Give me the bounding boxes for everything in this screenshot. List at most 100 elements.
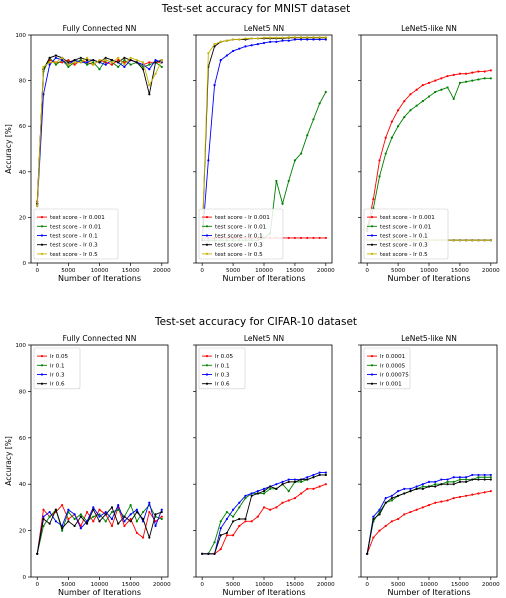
data-point xyxy=(129,520,132,523)
data-point xyxy=(384,497,387,500)
data-point xyxy=(42,517,45,521)
legend-marker xyxy=(370,243,374,246)
data-point xyxy=(446,480,449,483)
data-point xyxy=(225,534,229,537)
series-line xyxy=(36,56,163,208)
data-point xyxy=(409,487,412,490)
data-point xyxy=(85,58,89,62)
data-point xyxy=(92,508,95,511)
legend-label: lr 0.05 xyxy=(215,354,234,360)
data-point xyxy=(477,78,480,81)
data-point xyxy=(110,517,114,521)
x-tick-label: 5000 xyxy=(226,582,241,588)
data-point xyxy=(440,77,443,80)
data-point xyxy=(256,37,259,40)
data-point xyxy=(287,499,290,502)
data-point xyxy=(238,524,241,528)
data-point xyxy=(287,490,290,493)
data-point xyxy=(415,88,418,91)
legend-label: lr 0.6 xyxy=(50,382,65,388)
data-point xyxy=(92,63,95,66)
legend-label: test score - lr 0.01 xyxy=(380,224,432,230)
data-point xyxy=(213,552,216,555)
data-point xyxy=(464,478,468,481)
legend-label: lr 0.001 xyxy=(380,382,402,388)
data-point xyxy=(98,68,101,71)
data-point xyxy=(446,86,449,89)
data-point xyxy=(48,510,51,514)
data-point xyxy=(104,56,107,59)
data-point xyxy=(148,84,151,87)
figure-title-mnist: Test-set accuracy for MNIST dataset xyxy=(161,3,350,15)
legend-label: lr 0.1 xyxy=(215,363,230,369)
data-point xyxy=(231,534,235,537)
data-point xyxy=(85,56,89,59)
data-point xyxy=(421,506,424,509)
data-point xyxy=(483,239,486,242)
series-line xyxy=(366,69,492,230)
y-tick-label: 60 xyxy=(19,436,27,442)
legend-label: lr 0.6 xyxy=(215,382,230,388)
data-point xyxy=(275,483,278,486)
data-point xyxy=(312,36,315,39)
data-point xyxy=(318,485,321,488)
data-point xyxy=(477,478,480,481)
data-point xyxy=(440,483,443,486)
data-point xyxy=(324,236,327,240)
data-point xyxy=(61,58,64,62)
x-tick-label: 5000 xyxy=(391,268,406,274)
data-point xyxy=(306,478,309,481)
series-line xyxy=(201,38,327,242)
x-axis-label: Number of Iterations xyxy=(58,588,141,597)
data-point xyxy=(318,473,321,477)
data-point xyxy=(477,70,480,73)
data-point xyxy=(396,490,400,493)
data-point xyxy=(160,517,163,521)
data-point xyxy=(104,63,107,66)
data-point xyxy=(471,493,474,496)
y-axis-label: Accuracy [%] xyxy=(4,436,13,486)
data-point xyxy=(98,515,101,518)
data-point xyxy=(67,61,70,64)
data-point xyxy=(477,476,480,479)
data-point xyxy=(403,492,406,495)
data-point xyxy=(160,515,163,518)
data-point xyxy=(464,239,468,242)
chart-panel: LeNet5-like NN 0 5000 10000 15000 20000 Number… xyxy=(358,334,500,597)
data-point xyxy=(231,38,235,41)
legend-label: test score - lr 0.5 xyxy=(215,252,263,258)
data-point xyxy=(148,93,151,96)
data-point xyxy=(129,63,132,66)
data-point xyxy=(154,72,157,75)
x-tick-label: 20000 xyxy=(153,268,171,274)
legend-label: test score - lr 0.01 xyxy=(215,224,267,230)
data-point xyxy=(79,61,82,64)
legend-marker xyxy=(205,243,209,246)
x-tick-label: 10000 xyxy=(91,582,109,588)
data-point xyxy=(409,490,412,493)
data-point xyxy=(396,494,400,497)
data-point xyxy=(129,503,132,507)
y-tick-label: 60 xyxy=(19,124,27,130)
data-point xyxy=(231,508,235,511)
data-point xyxy=(79,513,82,516)
data-point xyxy=(458,239,462,242)
x-tick-label: 5000 xyxy=(226,268,241,274)
data-point xyxy=(61,527,64,530)
data-point xyxy=(244,520,247,523)
data-point xyxy=(293,236,297,240)
data-point xyxy=(318,102,321,105)
data-point xyxy=(219,527,222,530)
data-point xyxy=(427,95,431,98)
data-point xyxy=(154,513,157,516)
y-tick-label: 100 xyxy=(15,33,26,39)
data-point xyxy=(117,508,120,511)
chart-panel: Fully Connected NN 0 5000 10000 15000 20000 0 2… xyxy=(4,334,171,597)
legend-marker xyxy=(370,382,374,385)
x-axis-label: Number of Iterations xyxy=(58,274,141,283)
data-point xyxy=(98,58,101,62)
data-point xyxy=(213,541,216,544)
x-axis-label: Number of Iterations xyxy=(222,588,305,597)
data-point xyxy=(42,93,45,96)
data-point xyxy=(299,236,303,240)
